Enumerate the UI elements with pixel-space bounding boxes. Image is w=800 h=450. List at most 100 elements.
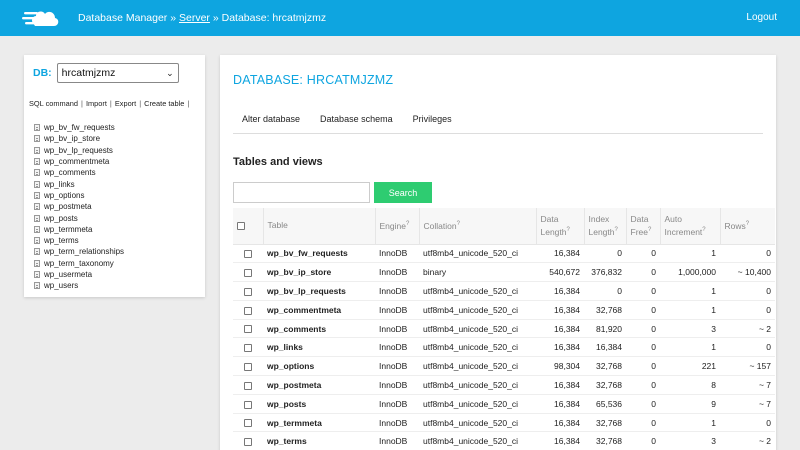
sidebar-table-item: wp_postmeta (34, 201, 124, 212)
sidebar-table-link[interactable]: wp_bv_lp_requests (44, 145, 113, 155)
link-separator: | (81, 99, 83, 108)
table-row: wp_commentmeta InnoDB utf8mb4_unicode_520_… (233, 300, 775, 320)
row-checkbox[interactable] (244, 419, 252, 428)
row-checkbox[interactable] (244, 268, 252, 277)
sidebar-table-link[interactable]: wp_termmeta (44, 224, 93, 234)
table-icon[interactable] (34, 180, 40, 188)
data-length-cell: 16,384 (536, 281, 584, 301)
tab-database-schema[interactable]: Database schema (320, 114, 393, 124)
sidebar-table-link[interactable]: wp_bv_ip_store (44, 134, 101, 144)
table-name-link[interactable]: wp_commentmeta (267, 304, 342, 315)
table-name-link[interactable]: wp_options (267, 361, 315, 372)
row-checkbox[interactable] (244, 325, 252, 334)
table-icon[interactable] (34, 271, 40, 278)
row-checkbox[interactable] (244, 381, 252, 390)
main-panel: DATABASE: HRCATMJZMZ Alter database Data… (220, 55, 776, 450)
sql-command-link[interactable]: SQL command (29, 99, 79, 108)
col-rows[interactable]: Rows? (719, 208, 775, 245)
col-data-free[interactable]: Data Free? (625, 208, 660, 245)
table-icon[interactable] (34, 237, 40, 245)
row-checkbox[interactable] (244, 287, 252, 296)
search-button[interactable]: Search (374, 182, 432, 203)
col-engine[interactable]: Engine? (374, 208, 419, 245)
help-icon[interactable]: ? (702, 226, 706, 233)
sidebar-table-link[interactable]: wp_term_taxonomy (44, 258, 114, 268)
row-select-cell (233, 356, 263, 377)
help-icon[interactable]: ? (405, 221, 410, 228)
table-name-link[interactable]: wp_bv_ip_store (267, 267, 332, 278)
col-index-length[interactable]: Index Length? (583, 208, 626, 245)
rows-cell: ~ 157 (720, 356, 775, 377)
col-data-length[interactable]: Data Length? (535, 208, 584, 245)
sidebar-table-link[interactable]: wp_terms (44, 236, 79, 246)
table-name-link[interactable]: wp_termmeta (267, 417, 322, 428)
table-name-cell: wp_options (263, 356, 375, 377)
logout-link[interactable]: Logout (746, 12, 777, 23)
table-icon[interactable] (34, 259, 40, 267)
export-link[interactable]: Export (114, 99, 137, 108)
table-name-link[interactable]: wp_postmeta (267, 379, 322, 390)
sidebar-table-item: wp_bv_ip_store (34, 133, 124, 144)
row-checkbox[interactable] (244, 344, 252, 353)
row-checkbox[interactable] (244, 306, 252, 315)
import-link[interactable]: Import (85, 99, 107, 108)
help-icon[interactable]: ? (614, 226, 618, 233)
create-table-link[interactable]: Create table (144, 99, 185, 108)
col-data-length-label-2: Length (540, 226, 567, 237)
sidebar-table-link[interactable]: wp_options (44, 190, 85, 200)
help-icon[interactable]: ? (456, 221, 460, 228)
sidebar-table-link[interactable]: wp_usermeta (44, 270, 93, 279)
index-length-cell: 0 (584, 281, 626, 301)
col-table[interactable]: Table (262, 208, 375, 245)
tab-privileges[interactable]: Privileges (412, 114, 452, 124)
search-input[interactable] (233, 182, 370, 203)
table-icon[interactable] (34, 214, 40, 222)
select-all-checkbox[interactable] (237, 222, 245, 230)
table-icon[interactable] (34, 248, 40, 256)
rows-cell: 0 (720, 300, 775, 320)
sidebar-table-link[interactable]: wp_postmeta (44, 202, 92, 212)
table-icon[interactable] (34, 282, 40, 290)
sidebar-table-link[interactable]: wp_comments (44, 168, 96, 178)
sidebar-table-link[interactable]: wp_posts (44, 213, 78, 223)
row-select-cell (233, 244, 263, 264)
help-icon[interactable]: ? (647, 226, 652, 233)
table-name-link[interactable]: wp_comments (267, 323, 327, 334)
col-auto-increment[interactable]: Auto Increment? (659, 208, 720, 245)
engine-cell: InnoDB (375, 413, 419, 433)
table-icon[interactable] (34, 135, 40, 143)
tables-grid: Table Engine? Collation? Data Length? Ind… (233, 208, 775, 450)
sidebar-table-link[interactable]: wp_bv_fw_requests (44, 123, 115, 133)
sidebar-table-link[interactable]: wp_commentmeta (44, 157, 110, 167)
table-icon[interactable] (34, 191, 40, 199)
table-name-link[interactable]: wp_links (267, 342, 303, 353)
table-icon[interactable] (34, 225, 40, 233)
section-title: Tables and views (233, 156, 323, 168)
sidebar-table-link[interactable]: wp_term_relationships (44, 247, 125, 257)
table-name-link[interactable]: wp_bv_fw_requests (267, 248, 348, 259)
table-icon[interactable] (34, 146, 40, 154)
auto-increment-cell: 1 (660, 413, 720, 433)
table-name-link[interactable]: wp_posts (267, 398, 307, 409)
db-select[interactable]: hrcatmjzmz ⌄ (56, 63, 179, 83)
index-length-cell: 81,920 (584, 319, 626, 339)
help-icon[interactable]: ? (566, 226, 570, 233)
col-collation[interactable]: Collation? (418, 208, 536, 245)
engine-cell: InnoDB (375, 356, 419, 377)
breadcrumb-server-link[interactable]: Server (179, 12, 210, 24)
table-name-link[interactable]: wp_terms (267, 436, 307, 447)
sidebar-table-link[interactable]: wp_users (44, 281, 79, 291)
table-icon[interactable] (34, 203, 40, 211)
cloud-logo-icon[interactable] (22, 6, 62, 30)
sidebar-table-link[interactable]: wp_links (44, 179, 75, 189)
row-checkbox[interactable] (244, 400, 252, 409)
table-icon[interactable] (34, 158, 40, 166)
row-checkbox[interactable] (244, 250, 252, 259)
row-checkbox[interactable] (244, 438, 252, 447)
row-checkbox[interactable] (244, 362, 252, 371)
tab-alter-database[interactable]: Alter database (242, 114, 301, 124)
table-icon[interactable] (34, 124, 40, 132)
table-icon[interactable] (34, 169, 40, 177)
help-icon[interactable]: ? (745, 221, 750, 228)
table-name-link[interactable]: wp_bv_lp_requests (267, 285, 346, 296)
